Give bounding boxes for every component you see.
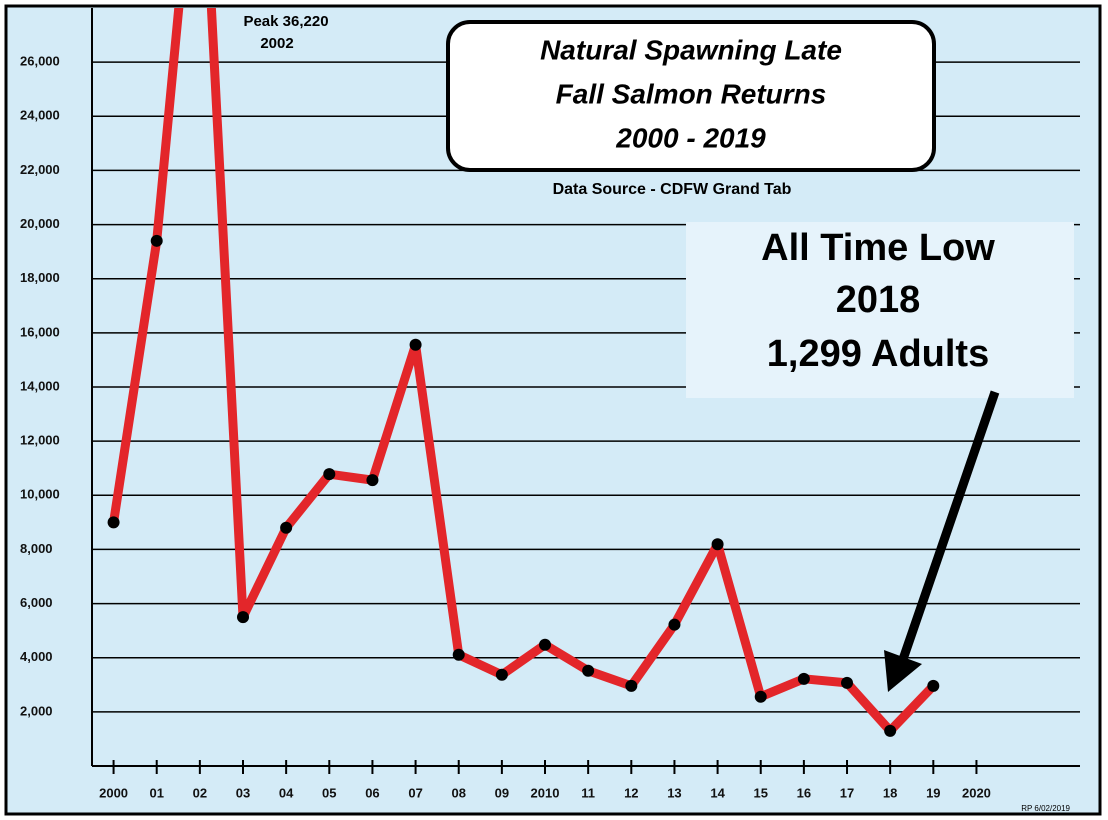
data-point <box>754 690 767 703</box>
data-point <box>884 724 897 737</box>
x-tick-label: 13 <box>667 785 681 800</box>
y-tick-label: 2,000 <box>20 703 53 718</box>
y-tick-label: 24,000 <box>20 108 60 123</box>
data-point <box>625 679 638 692</box>
x-tick-label: 07 <box>408 785 422 800</box>
annotation: All Time Low <box>761 227 995 269</box>
arrow-head <box>884 650 922 692</box>
title-box <box>446 20 936 172</box>
annotation: 1,299 Adults <box>767 333 989 375</box>
x-tick-label: 14 <box>710 785 725 800</box>
data-line <box>109 8 937 736</box>
data-point <box>582 664 595 677</box>
y-tick-label: 26,000 <box>20 54 60 69</box>
x-tick-label: 16 <box>797 785 811 800</box>
x-tick-label: 02 <box>193 785 207 800</box>
x-tick-label: 17 <box>840 785 854 800</box>
data-point <box>668 618 681 631</box>
data-point <box>797 672 810 685</box>
data-point <box>539 638 552 651</box>
y-tick-label: 6,000 <box>20 595 53 610</box>
annotation: Peak 36,220 <box>243 13 328 30</box>
x-tick-label: 2000 <box>99 785 128 800</box>
x-tick-label: 09 <box>495 785 509 800</box>
chart-title: Natural Spawning Late <box>540 34 842 65</box>
data-point <box>280 521 293 534</box>
chart-title: 2000 - 2019 <box>615 122 766 153</box>
x-tick-label: 18 <box>883 785 897 800</box>
data-point <box>711 538 724 551</box>
data-point <box>150 234 163 247</box>
data-point <box>409 338 422 351</box>
y-tick-label: 10,000 <box>20 487 60 502</box>
subtitle: Data Source - CDFW Grand Tab <box>553 181 792 198</box>
y-tick-label: 18,000 <box>20 270 60 285</box>
x-tick-label: 06 <box>365 785 379 800</box>
data-point <box>927 679 940 692</box>
annotation: 2018 <box>836 279 921 321</box>
x-tick-label: 05 <box>322 785 336 800</box>
data-point <box>107 516 120 529</box>
y-tick-label: 16,000 <box>20 324 60 339</box>
y-tick-label: 4,000 <box>20 649 53 664</box>
data-point <box>841 676 854 689</box>
data-point <box>495 668 508 681</box>
x-tick-label: 2020 <box>962 785 991 800</box>
y-tick-label: 12,000 <box>20 433 60 448</box>
data-point <box>237 611 250 624</box>
series <box>107 8 940 737</box>
x-tick-label: 19 <box>926 785 940 800</box>
annotation-box <box>686 222 1074 398</box>
x-tick-label: 04 <box>279 785 294 800</box>
x-tick-label: 01 <box>149 785 163 800</box>
y-tick-label: 20,000 <box>20 216 60 231</box>
data-point <box>452 648 465 661</box>
annotation: 2002 <box>260 35 293 52</box>
y-tick-label: 14,000 <box>20 378 60 393</box>
chart-title: Fall Salmon Returns <box>556 78 827 109</box>
x-tick-label: 12 <box>624 785 638 800</box>
arrow <box>895 390 1000 670</box>
y-tick-label: 22,000 <box>20 162 60 177</box>
x-tick-label: 08 <box>451 785 465 800</box>
x-tick-label: 11 <box>581 785 595 800</box>
data-point <box>366 474 379 487</box>
y-tick-label: 8,000 <box>20 541 53 556</box>
x-tick-label: 2010 <box>531 785 560 800</box>
credit: RP 6/02/2019 <box>1021 804 1070 813</box>
x-tick-label: 15 <box>753 785 767 800</box>
data-point <box>323 468 336 481</box>
x-tick-label: 03 <box>236 785 250 800</box>
